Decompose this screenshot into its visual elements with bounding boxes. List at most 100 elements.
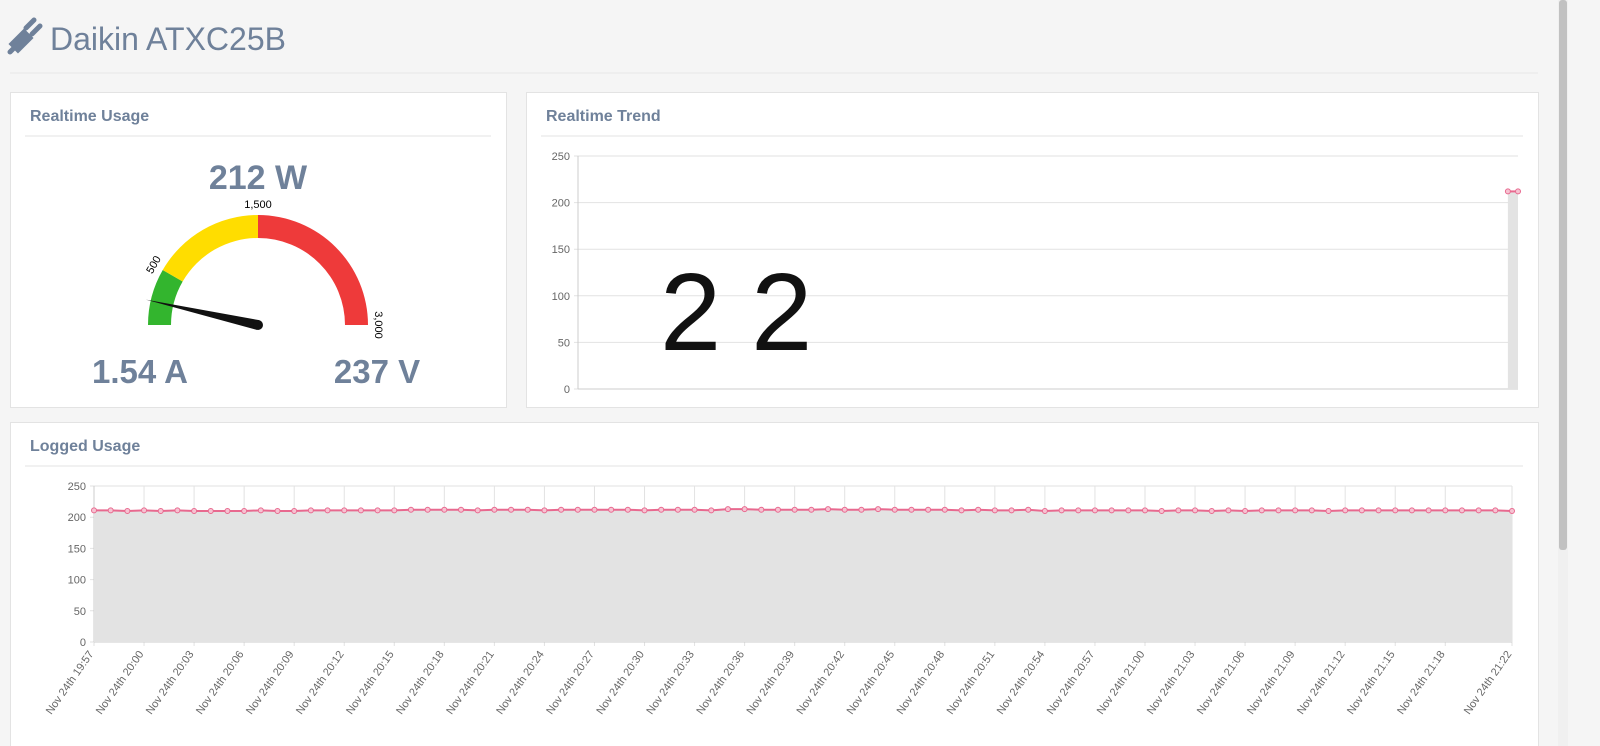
data-point [1442,507,1449,514]
data-point [608,506,615,513]
panel-title: Logged Usage [30,438,140,455]
data-point [1041,507,1048,514]
gauge-band [258,215,368,325]
data-point [407,506,414,513]
data-point [1208,507,1215,514]
data-point [708,507,715,514]
y-tick-label: 250 [68,481,86,493]
data-point [641,507,648,514]
data-point [925,506,932,513]
y-tick-label: 200 [68,512,86,524]
data-point [658,506,665,513]
data-point [291,507,298,514]
y-tick-label: 150 [68,543,86,555]
data-point [758,506,765,513]
data-point [1358,507,1365,514]
data-point [558,506,565,513]
data-point [1242,507,1249,514]
data-point [1492,507,1499,514]
data-point [624,506,631,513]
handwritten-annotation: 22 [660,251,842,374]
data-point [1008,507,1015,514]
data-point [1392,507,1399,514]
data-point [341,507,348,514]
data-point [1408,507,1415,514]
data-point [825,506,832,513]
data-point [1275,507,1282,514]
y-tick-label: 50 [558,337,570,349]
data-point [524,506,531,513]
data-point [307,507,314,514]
data-point [174,507,181,514]
data-point [908,506,915,513]
area-fill [1507,191,1518,389]
data-point [324,507,331,514]
data-point [1375,507,1382,514]
data-point [858,506,865,513]
data-point [1458,507,1465,514]
data-point [1308,507,1315,514]
data-point [1342,507,1349,514]
data-point [991,507,998,514]
data-point [875,506,882,513]
gauge-band [148,270,183,325]
y-tick-label: 0 [80,637,86,649]
data-point [124,507,131,514]
y-tick-label: 100 [68,575,86,587]
data-point [1225,507,1232,514]
data-point [1141,507,1148,514]
data-point [541,507,548,514]
data-point [1125,507,1132,514]
plug-icon [7,17,43,55]
data-point [975,506,982,513]
data-point [724,506,731,513]
data-point [1325,507,1332,514]
y-tick-label: 100 [552,291,570,303]
data-point [891,506,898,513]
data-point [591,506,598,513]
data-point [1058,507,1065,514]
y-tick-label: 0 [564,384,570,396]
area-fill [94,509,1512,642]
data-point [1258,507,1265,514]
data-point [458,506,465,513]
data-point [91,507,97,514]
data-point [1192,507,1199,514]
voltage-value: 237 V [334,353,420,390]
data-point [1158,507,1165,514]
data-point [1091,507,1098,514]
gauge-tick-label: 1,500 [244,199,272,211]
data-point [191,507,198,514]
data-point [224,507,231,514]
gauge-hub [253,320,263,330]
data-point [1108,507,1115,514]
data-point [741,506,748,513]
data-point [257,507,264,514]
data-point [107,507,114,514]
data-point [391,507,398,514]
data-point [808,506,815,513]
y-tick-label: 50 [74,606,86,618]
data-point [357,507,364,514]
data-point [1175,507,1182,514]
y-tick-label: 200 [552,198,570,210]
data-point [374,507,381,514]
data-point [241,507,248,514]
data-point [574,506,581,513]
gauge-band [162,215,258,282]
data-point [1292,507,1299,514]
data-point [674,506,681,513]
scrollbar-thumb[interactable] [1559,0,1567,550]
data-point [958,507,965,514]
y-tick-label: 250 [552,151,570,163]
data-point [157,507,164,514]
data-point [774,506,781,513]
data-point [941,506,948,513]
data-point [1504,188,1511,195]
data-point [207,507,214,514]
page-title: Daikin ATXC25B [50,21,286,57]
data-point [1425,507,1432,514]
data-point [474,507,481,514]
